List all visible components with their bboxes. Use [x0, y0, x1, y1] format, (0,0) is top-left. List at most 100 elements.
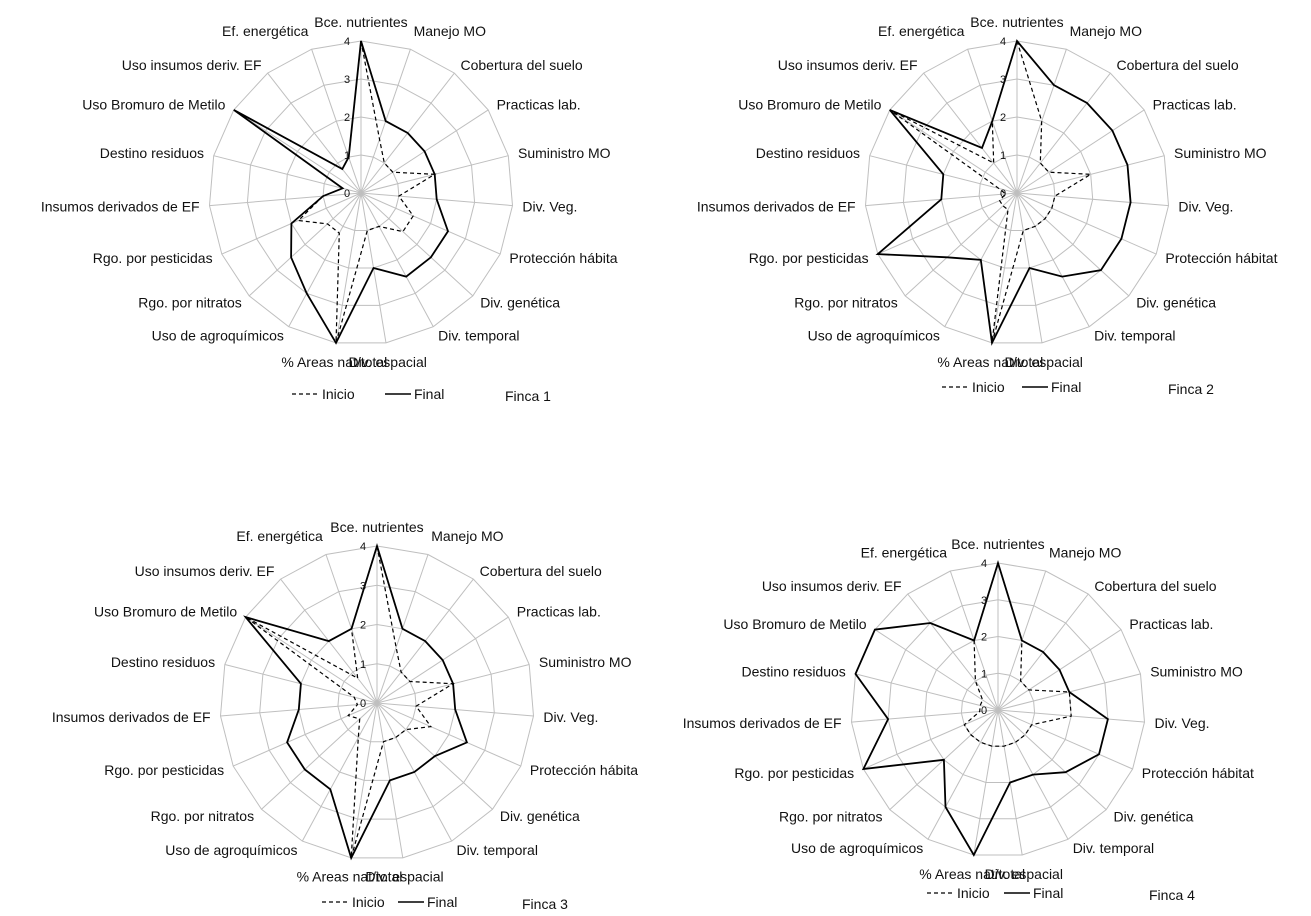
- axis-label: % Areas nat/total: [937, 354, 1043, 370]
- axis-spoke: [1016, 109, 1145, 194]
- axis-label: Manejo MO: [1049, 545, 1121, 561]
- axis-label: Div. espacial: [985, 866, 1063, 882]
- tick-label: 4: [360, 541, 366, 553]
- tick-label: 0: [1000, 188, 1006, 200]
- legend-inicio-label: Inicio: [322, 386, 355, 402]
- axis-spoke: [1016, 192, 1157, 255]
- series-final-line: [854, 559, 1109, 857]
- axis-spoke: [360, 192, 474, 297]
- chart-title: Finca 1: [505, 388, 551, 404]
- grid-ring: [246, 78, 476, 306]
- axis-spoke: [209, 192, 362, 207]
- axis-label: Suministro MO: [518, 145, 611, 161]
- axis-spoke: [376, 702, 522, 767]
- tick-label: 2: [1000, 112, 1006, 124]
- axis-label: Uso de agroquímicos: [791, 840, 923, 856]
- axis-label: Manejo MO: [1070, 23, 1142, 39]
- axis-label: Protección hábita: [509, 250, 617, 266]
- axis-spoke: [360, 192, 501, 255]
- axis-label: Rgo. por nitratos: [794, 295, 898, 311]
- grid-ring: [219, 545, 535, 859]
- axis-label: Rgo. por pesticidas: [749, 250, 869, 266]
- series-final-line: [243, 542, 469, 861]
- axis-label: Cobertura del suelo: [1094, 578, 1216, 594]
- axis-label: Div. genética: [1114, 808, 1194, 824]
- grid-ring: [259, 584, 495, 820]
- axis-label: Ef. energética: [236, 528, 323, 544]
- axis-label: Rgo. por nitratos: [779, 808, 883, 824]
- series-final-line: [233, 40, 449, 345]
- legend-inicio-label: Inicio: [352, 894, 385, 910]
- axis-spoke: [991, 192, 1018, 343]
- axis-spoke: [889, 109, 1018, 194]
- legend-final-label: Final: [414, 386, 444, 402]
- series-inicio-line: [963, 560, 1072, 747]
- axis-spoke: [335, 192, 362, 343]
- axis-label: Practicas lab.: [497, 96, 581, 112]
- axis-spoke: [1016, 155, 1165, 194]
- axis-label: % Areas nat/total: [919, 866, 1025, 882]
- axis-spoke: [248, 192, 362, 297]
- axis-label: Destino residuos: [742, 664, 846, 680]
- legend: Inicio Final Finca 1: [292, 386, 551, 404]
- axis-spoke: [311, 49, 362, 194]
- chart-title: Finca 3: [522, 896, 568, 912]
- axis-label: Manejo MO: [414, 23, 486, 39]
- axis-label: Div. espacial: [1005, 354, 1083, 370]
- tick-label: 0: [344, 188, 350, 200]
- radar-chart-2: 0 1 2 3 4 Bce. nutrientes Manejo MO Cobertura d…: [697, 14, 1278, 397]
- axis-spoke: [877, 192, 1018, 255]
- axis-label: % Areas nat/total: [281, 354, 387, 370]
- axis-label: Div. genética: [480, 295, 560, 311]
- tick-label: 0: [981, 705, 987, 717]
- tick-label: 1: [360, 659, 366, 671]
- axis-label: Rgo. por pesticidas: [104, 762, 224, 778]
- axis-spoke: [1016, 192, 1169, 207]
- axis-spoke: [1016, 49, 1067, 194]
- axis-label: Uso Bromuro de Metilo: [82, 96, 225, 112]
- axis-spoke: [360, 192, 434, 327]
- axis-spoke: [927, 709, 999, 840]
- axis-label: Div. Veg.: [1178, 198, 1233, 214]
- tick-label: 1: [344, 150, 350, 162]
- axis-spoke: [213, 155, 362, 194]
- axis-spoke: [350, 702, 378, 858]
- axis-spoke: [245, 616, 378, 704]
- axis-label: Protección hábitat: [1165, 250, 1277, 266]
- tick-label: 4: [344, 36, 350, 48]
- legend: Inicio Final Finca 4: [927, 885, 1195, 903]
- grid-ring: [978, 154, 1056, 231]
- axis-spoke: [232, 702, 378, 767]
- legend-inicio-label: Inicio: [972, 379, 1005, 395]
- tick-label: 2: [981, 632, 987, 644]
- axis-label: Uso de agroquímicos: [808, 328, 940, 344]
- tick-label: 2: [344, 112, 350, 124]
- axis-label: Div. Veg.: [543, 709, 598, 725]
- axis-label: Cobertura del suelo: [1117, 57, 1239, 73]
- axis-label: Protección hábitat: [1142, 765, 1254, 781]
- legend-final-label: Final: [1051, 379, 1081, 395]
- axis-label: Practicas lab.: [1153, 96, 1237, 112]
- tick-label: 3: [360, 580, 366, 592]
- axis-label: Div. temporal: [1073, 840, 1154, 856]
- tick-label: 3: [344, 74, 350, 86]
- axis-label: Ef. energética: [861, 545, 948, 561]
- axis-label: Rgo. por pesticidas: [93, 250, 213, 266]
- axis-spoke: [923, 72, 1018, 194]
- axis-label: Div. Veg.: [522, 198, 577, 214]
- axis-label: Protección hábita: [530, 762, 638, 778]
- radar-chart-4: 0 1 2 3 4 Bce. nutrientes Manejo MO Cobertura d…: [683, 536, 1254, 903]
- axis-spoke: [973, 709, 999, 856]
- axis-spoke: [288, 192, 362, 327]
- axis-label: Bce. nutrientes: [330, 519, 423, 535]
- legend: Inicio Final Finca 2: [942, 379, 1214, 397]
- axis-spoke: [997, 709, 1107, 810]
- grid-ring: [322, 154, 400, 231]
- axis-label: Div. temporal: [457, 842, 538, 858]
- axis-label: Suministro MO: [1150, 664, 1243, 680]
- axis-label: Suministro MO: [539, 654, 632, 670]
- grid-ring: [337, 663, 417, 743]
- series-final-line: [875, 39, 1132, 346]
- tick-label: 0: [360, 698, 366, 710]
